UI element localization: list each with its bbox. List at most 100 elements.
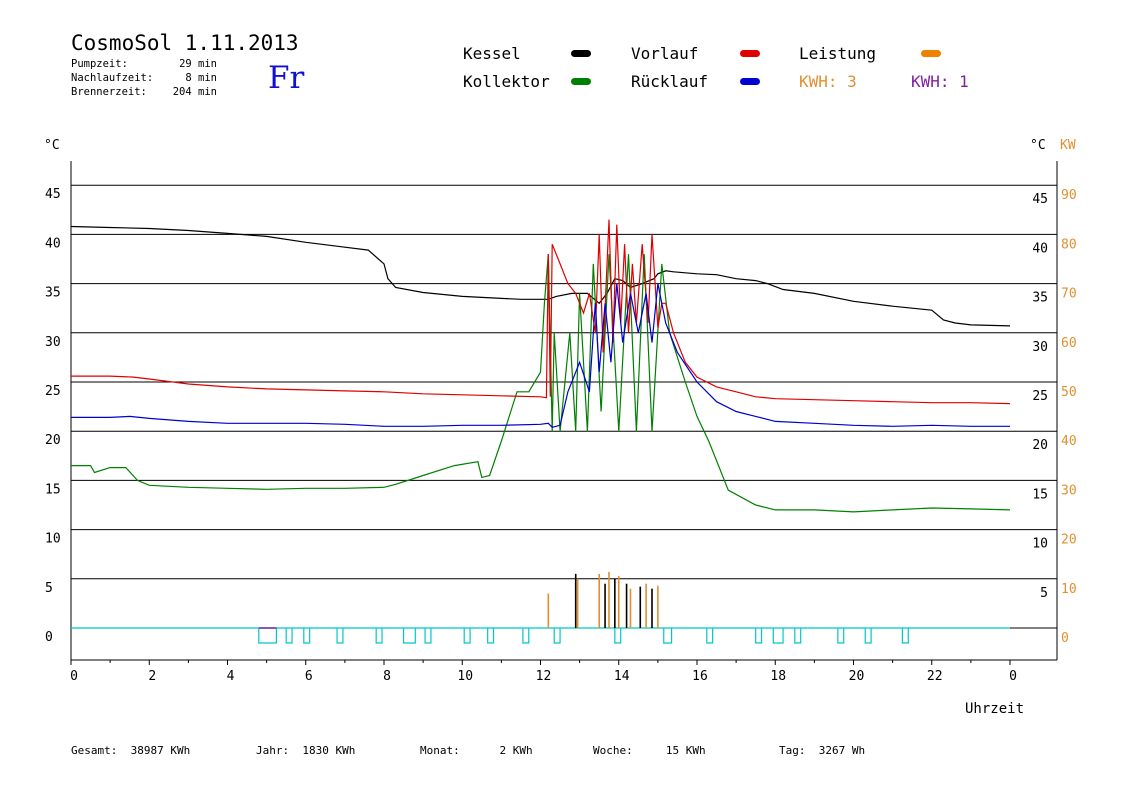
- y-right-tick-label: 30: [1032, 340, 1048, 355]
- y-right-tick-label: 35: [1032, 291, 1048, 306]
- right-axis-unit: °C: [1030, 138, 1046, 153]
- series-lines: [70, 219, 1011, 513]
- pump-pulse: [663, 628, 673, 644]
- pump-pulse: [901, 628, 909, 644]
- y-right-kw-tick-label: 70: [1061, 287, 1077, 302]
- legend-kollektor-label: Kollektor: [463, 72, 550, 91]
- y-left-tick-label: 30: [45, 335, 61, 350]
- pump-pulse: [522, 628, 530, 644]
- y-right-tick-label: 15: [1032, 487, 1048, 502]
- x-tick-label: 0: [70, 669, 78, 684]
- pump-pulse: [772, 628, 784, 644]
- legend-leistung-label: Leistung: [799, 44, 877, 63]
- chart-title: CosmoSol 1.11.2013: [71, 31, 299, 55]
- footer-jahr: Jahr: 1830 KWh: [256, 744, 356, 757]
- grid-lines: [71, 184, 1057, 629]
- x-tick-label: 10: [457, 669, 473, 684]
- pump-pulse: [864, 628, 872, 644]
- pump-pulse: [402, 628, 416, 644]
- legend-vorlauf-label: Vorlauf: [631, 44, 699, 63]
- pump-pulse: [303, 628, 311, 644]
- legend-ruecklauf-swatch: [740, 78, 760, 85]
- pump-pulse: [463, 628, 471, 644]
- y-right-kw-tick-label: 30: [1061, 483, 1077, 498]
- pump-pulse: [336, 628, 344, 644]
- x-tick-label: 8: [383, 669, 391, 684]
- x-tick-label: 12: [536, 669, 552, 684]
- y-left-tick-label: 5: [45, 581, 53, 596]
- info-value-nachlaufzeit: 8 min: [185, 72, 217, 84]
- y-left-tick-label: 20: [45, 433, 61, 448]
- y-right-kw-tick-label: 60: [1061, 336, 1077, 351]
- y-left-tick-label: 35: [45, 286, 61, 301]
- footer-monat: Monat: 2 KWh: [420, 744, 533, 757]
- legend-leistung-swatch: [921, 50, 941, 57]
- x-tick-label: 0: [1009, 669, 1017, 684]
- pump-pulse: [258, 628, 278, 644]
- footer-gesamt: Gesamt: 38987 KWh: [71, 744, 191, 757]
- legend-kwh-orange: KWH: 3: [799, 72, 857, 91]
- pump-pulse: [487, 628, 495, 644]
- series-line-kessel: [70, 225, 1011, 327]
- pump-pulse: [794, 628, 802, 644]
- legend-ruecklauf-label: Rücklauf: [631, 72, 709, 91]
- x-tick-label: 22: [927, 669, 943, 684]
- y-right-tick-label: 40: [1032, 241, 1048, 256]
- y-left-tick-label: 0: [45, 630, 53, 645]
- pump-pulse: [553, 628, 561, 644]
- legend-kwh-purple: KWH: 1: [911, 72, 969, 91]
- pump-pulse: [706, 628, 714, 644]
- pump-pulse: [614, 628, 622, 644]
- x-tick-label: 2: [148, 669, 156, 684]
- y-right-kw-tick-label: 50: [1061, 385, 1077, 400]
- y-left-tick-label: 10: [45, 532, 61, 547]
- y-right-kw-tick-label: 90: [1061, 188, 1077, 203]
- series-line-vorlauf: [71, 219, 1011, 405]
- x-tick-label: 4: [227, 669, 235, 684]
- series-line-kollektor: [71, 254, 1011, 513]
- y-right-tick-label: 45: [1032, 192, 1048, 207]
- x-tick-label: 16: [692, 669, 708, 684]
- y-right-kw-tick-label: 0: [1061, 631, 1069, 646]
- x-tick-label: 20: [849, 669, 865, 684]
- x-tick-label: 18: [770, 669, 786, 684]
- legend-kollektor-swatch: [571, 78, 591, 85]
- series-line-rcklauf: [71, 283, 1010, 428]
- y-right-kw-tick-label: 80: [1061, 237, 1077, 252]
- legend-kessel-label: Kessel: [463, 44, 521, 63]
- x-tick-label: 6: [305, 669, 313, 684]
- y-right-tick-label: 25: [1032, 389, 1048, 404]
- legend-kessel-swatch: [571, 50, 591, 57]
- legend-vorlauf-swatch: [740, 50, 760, 57]
- info-label-brennerzeit: Brennerzeit:: [71, 86, 147, 98]
- pump-pulse: [755, 628, 763, 644]
- y-left-tick-label: 25: [45, 384, 61, 399]
- axes: [70, 161, 1058, 665]
- pump-pulse: [285, 628, 293, 644]
- right-axis-unit-kw: KW: [1060, 138, 1076, 153]
- y-left-tick-label: 40: [45, 236, 61, 251]
- tick-labels: 0 2 4 6 8 10 12 14 16 18 20 22 005101520253035404551…: [45, 187, 1077, 684]
- y-left-tick-label: 45: [45, 187, 61, 202]
- y-right-tick-label: 5: [1040, 586, 1048, 601]
- y-right-kw-tick-label: 40: [1061, 434, 1077, 449]
- x-axis-label: Uhrzeit: [965, 701, 1025, 717]
- pump-pulse: [375, 628, 383, 644]
- info-value-pumpzeit: 29 min: [179, 58, 217, 70]
- footer-woche: Woche: 15 KWh: [593, 744, 706, 757]
- info-label-nachlaufzeit: Nachlaufzeit:: [71, 72, 154, 84]
- y-right-tick-label: 20: [1032, 438, 1048, 453]
- y-right-kw-tick-label: 10: [1061, 582, 1077, 597]
- bottom-bars: [71, 571, 1010, 644]
- footer-tag: Tag: 3267 Wh: [779, 744, 866, 757]
- info-value-brennerzeit: 204 min: [172, 86, 217, 98]
- weekday-label: Fr: [268, 60, 305, 96]
- y-right-kw-tick-label: 20: [1061, 533, 1077, 548]
- pump-pulse: [424, 628, 432, 644]
- y-right-tick-label: 10: [1032, 537, 1048, 552]
- left-axis-unit: °C: [44, 138, 60, 153]
- x-tick-label: 14: [614, 669, 630, 684]
- y-left-tick-label: 15: [45, 482, 61, 497]
- info-label-pumpzeit: Pumpzeit:: [71, 58, 128, 70]
